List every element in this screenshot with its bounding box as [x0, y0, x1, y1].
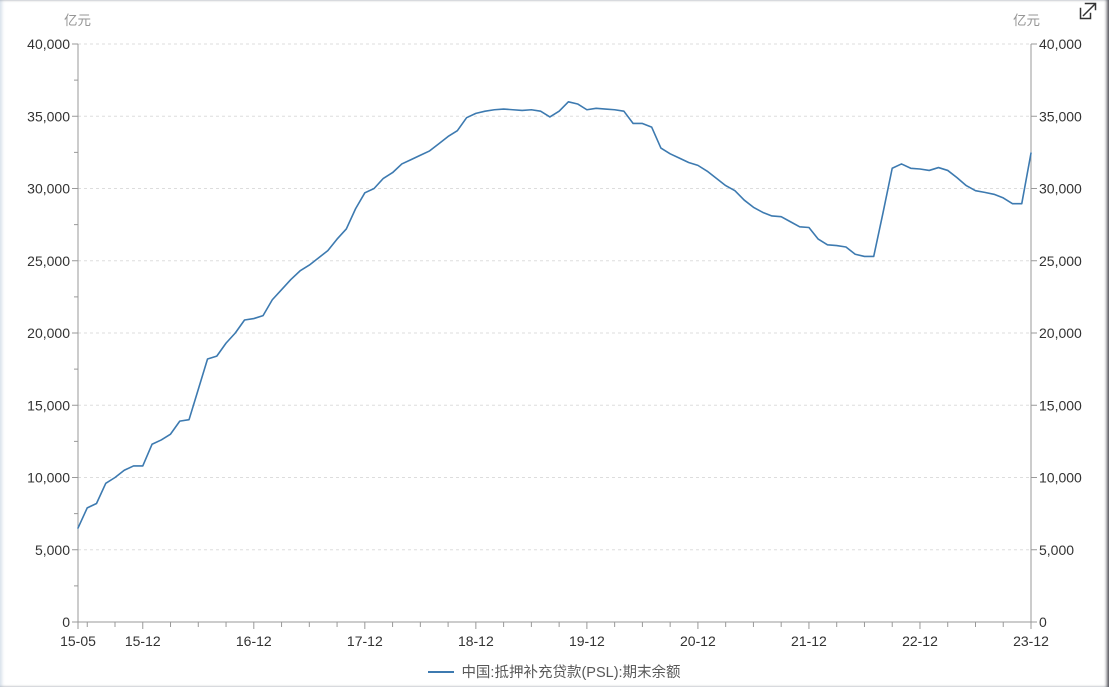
svg-text:15-12: 15-12: [125, 633, 161, 649]
svg-text:5,000: 5,000: [1039, 542, 1074, 558]
svg-text:25,000: 25,000: [27, 253, 70, 269]
svg-text:15,000: 15,000: [1039, 397, 1082, 413]
svg-text:5,000: 5,000: [35, 542, 70, 558]
svg-text:亿元: 亿元: [1013, 13, 1040, 28]
svg-text:16-12: 16-12: [236, 633, 272, 649]
svg-text:30,000: 30,000: [27, 181, 70, 197]
svg-text:0: 0: [1039, 614, 1047, 630]
svg-text:17-12: 17-12: [347, 633, 383, 649]
svg-text:亿元: 亿元: [64, 13, 91, 28]
svg-text:25,000: 25,000: [1039, 253, 1082, 269]
svg-text:30,000: 30,000: [1039, 181, 1082, 197]
svg-text:22-12: 22-12: [902, 633, 938, 649]
svg-text:40,000: 40,000: [27, 36, 70, 52]
svg-text:20,000: 20,000: [1039, 325, 1082, 341]
svg-text:15,000: 15,000: [27, 397, 70, 413]
svg-text:20,000: 20,000: [27, 325, 70, 341]
svg-text:40,000: 40,000: [1039, 36, 1082, 52]
svg-text:0: 0: [62, 614, 70, 630]
svg-text:18-12: 18-12: [458, 633, 494, 649]
svg-text:10,000: 10,000: [27, 470, 70, 486]
svg-text:23-12: 23-12: [1013, 633, 1049, 649]
svg-text:15-05: 15-05: [60, 633, 96, 649]
svg-text:35,000: 35,000: [1039, 108, 1082, 124]
svg-text:19-12: 19-12: [569, 633, 605, 649]
svg-text:20-12: 20-12: [680, 633, 716, 649]
svg-text:10,000: 10,000: [1039, 470, 1082, 486]
svg-text:35,000: 35,000: [27, 108, 70, 124]
svg-text:21-12: 21-12: [791, 633, 827, 649]
